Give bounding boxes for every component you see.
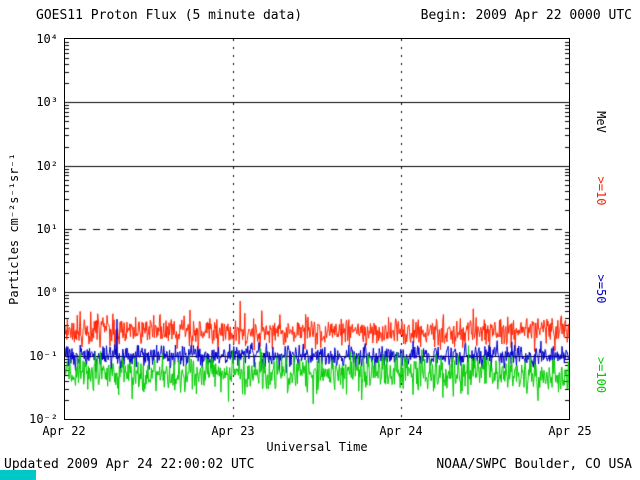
corner-accent <box>0 470 36 480</box>
y-tick-label: 10³ <box>36 95 58 109</box>
x-tick-label: Apr 22 <box>42 424 86 438</box>
x-tick-label: Apr 24 <box>379 424 423 438</box>
x-axis-label: Universal Time <box>266 440 368 454</box>
legend-unit-label: MeV <box>594 111 608 133</box>
legend-series-label-ge50: >=50 <box>594 274 608 304</box>
updated-timestamp: Updated 2009 Apr 24 22:00:02 UTC <box>4 457 255 472</box>
source-credit: NOAA/SWPC Boulder, CO USA <box>436 457 632 472</box>
plot-area <box>64 38 570 420</box>
legend-series-label-ge10: >=10 <box>594 176 608 206</box>
begin-timestamp: Begin: 2009 Apr 22 0000 UTC <box>420 8 632 23</box>
proton-flux-plot <box>65 39 569 419</box>
chart-title: GOES11 Proton Flux (5 minute data) <box>36 8 303 23</box>
legend-series-label-ge100: >=100 <box>594 356 608 394</box>
x-tick-label: Apr 25 <box>548 424 592 438</box>
y-tick-label: 10² <box>36 159 58 173</box>
y-tick-label: 10⁻² <box>29 412 58 426</box>
y-tick-label: 10⁴ <box>36 32 58 46</box>
y-tick-label: 10⁻¹ <box>29 349 58 363</box>
y-tick-label: 10⁰ <box>36 285 58 299</box>
x-tick-label: Apr 23 <box>211 424 255 438</box>
y-tick-label: 10¹ <box>36 222 58 236</box>
